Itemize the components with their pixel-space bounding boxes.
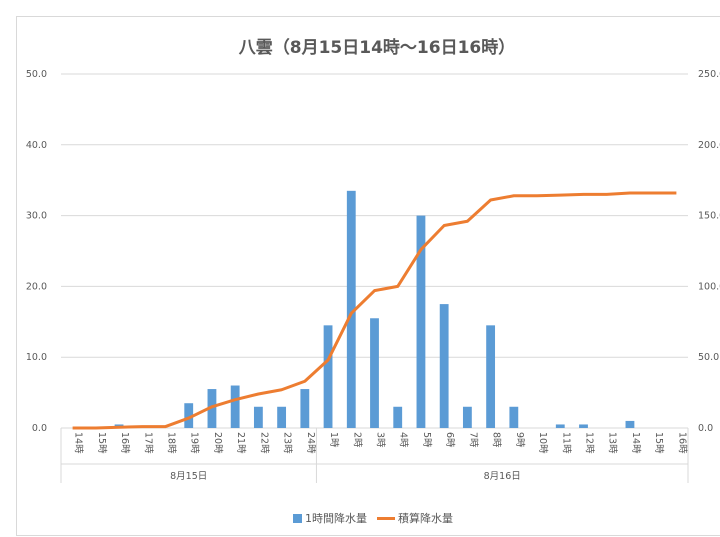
x-tick-label: 21時 (235, 432, 246, 454)
x-tick-label: 13時 (607, 432, 618, 454)
x-tick-label: 17時 (142, 432, 153, 454)
group-label: 8月15日 (170, 471, 207, 482)
x-tick-label: 11時 (560, 432, 571, 454)
bar (207, 389, 217, 428)
x-tick-label: 19時 (189, 432, 200, 454)
legend: 1時間降水量 積算降水量 (293, 510, 453, 526)
bar (184, 403, 194, 428)
x-tick-label: 12時 (584, 432, 595, 454)
x-tick-label: 16時 (119, 432, 130, 454)
y-right-tick-label: 0.0 (698, 423, 713, 434)
x-tick-label: 3時 (375, 432, 386, 448)
chart-title: 八雲（8月15日14時～16日16時） (238, 38, 516, 58)
x-tick-label: 14時 (73, 432, 84, 454)
y-right-tick-label: 100.0 (698, 281, 720, 292)
x-tick-label: 1時 (328, 432, 339, 448)
bar (277, 406, 287, 428)
legend-label-bar: 1時間降水量 (305, 512, 367, 525)
y-right-tick-label: 50.0 (698, 352, 719, 363)
x-tick-label: 24時 (305, 432, 316, 454)
bar (253, 406, 263, 428)
y-right-tick-label: 200.0 (698, 140, 720, 151)
y-left-tick-label: 30.0 (26, 211, 47, 222)
x-tick-label: 4時 (398, 432, 409, 448)
bar (370, 318, 379, 428)
chart-plot: 0.0 0.0 10.0 50.0 20.0 100.0 30.0 150.0 40.0 200.… (26, 69, 720, 483)
x-tick-label: 20時 (212, 432, 223, 454)
legend-label-line: 積算降水量 (398, 512, 453, 525)
bar (230, 385, 240, 428)
bar (486, 325, 496, 428)
bar (439, 304, 449, 428)
x-tick-label: 22時 (258, 432, 269, 454)
x-tick-label: 5時 (421, 432, 432, 448)
x-tick-label: 15時 (96, 432, 107, 454)
legend-swatch-bar (293, 513, 302, 523)
x-tick-label: 9時 (514, 432, 525, 448)
x-tick-label: 14時 (630, 432, 641, 454)
y-right-tick-label: 250.0 (698, 69, 720, 80)
y-left-tick-label: 0.0 (32, 423, 47, 434)
bar (555, 424, 565, 428)
bar (625, 420, 635, 428)
y-left-tick-label: 40.0 (26, 140, 47, 151)
y-right-tick-label: 150.0 (698, 211, 720, 222)
bar (300, 389, 310, 428)
bar (323, 325, 333, 428)
line-series (72, 191, 677, 430)
chart-frame: 八雲（8月15日14時～16日16時） 0.0 0.0 10.0 50.0 20.0 10… (16, 16, 720, 536)
x-tick-label: 15時 (653, 432, 664, 454)
y-left-tick-label: 10.0 (26, 352, 47, 363)
bar (416, 215, 426, 428)
bar (393, 406, 403, 428)
x-tick-label: 8時 (491, 432, 502, 448)
legend-swatch-line (377, 516, 395, 520)
x-tick-label: 16時 (676, 432, 687, 454)
bar (509, 406, 519, 428)
x-tick-label: 7時 (467, 432, 478, 448)
bar (579, 424, 588, 428)
legend-item-bar: 1時間降水量 (293, 510, 367, 526)
x-tick-label: 18時 (166, 432, 177, 454)
legend-item-line: 積算降水量 (377, 510, 453, 526)
group-label: 8月16日 (484, 471, 521, 482)
y-left-tick-label: 50.0 (26, 69, 47, 80)
x-tick-label: 10時 (537, 432, 548, 454)
x-tick-label: 2時 (351, 432, 362, 448)
x-tick-label: 6時 (444, 432, 455, 448)
x-tick-label: 23時 (282, 432, 293, 454)
y-left-tick-label: 20.0 (26, 281, 47, 292)
bar (462, 406, 472, 428)
bar (346, 190, 356, 428)
